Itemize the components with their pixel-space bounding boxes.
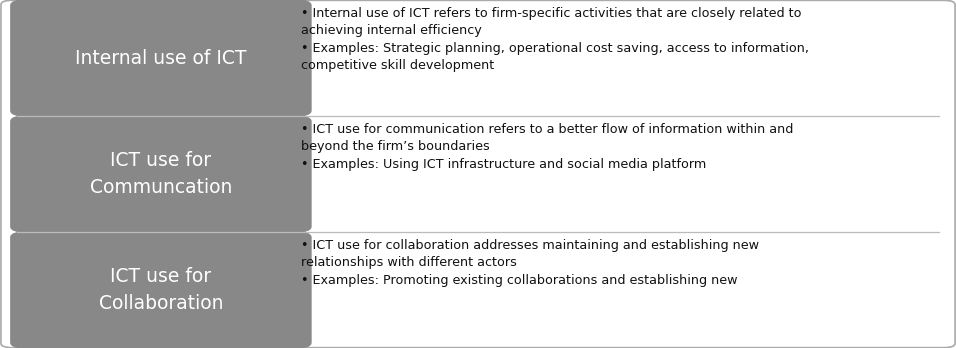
FancyBboxPatch shape [11,0,312,117]
Text: ICT use for
Communcation: ICT use for Communcation [90,151,232,197]
FancyBboxPatch shape [11,231,312,348]
Text: • Internal use of ICT refers to firm-specific activities that are closely relate: • Internal use of ICT refers to firm-spe… [301,7,809,72]
Text: ICT use for
Collaboration: ICT use for Collaboration [98,267,223,313]
FancyBboxPatch shape [11,115,312,233]
Text: • ICT use for communication refers to a better flow of information within and
be: • ICT use for communication refers to a … [301,122,793,171]
Text: • ICT use for collaboration addresses maintaining and establishing new
relations: • ICT use for collaboration addresses ma… [301,238,759,286]
Text: Internal use of ICT: Internal use of ICT [76,48,247,68]
